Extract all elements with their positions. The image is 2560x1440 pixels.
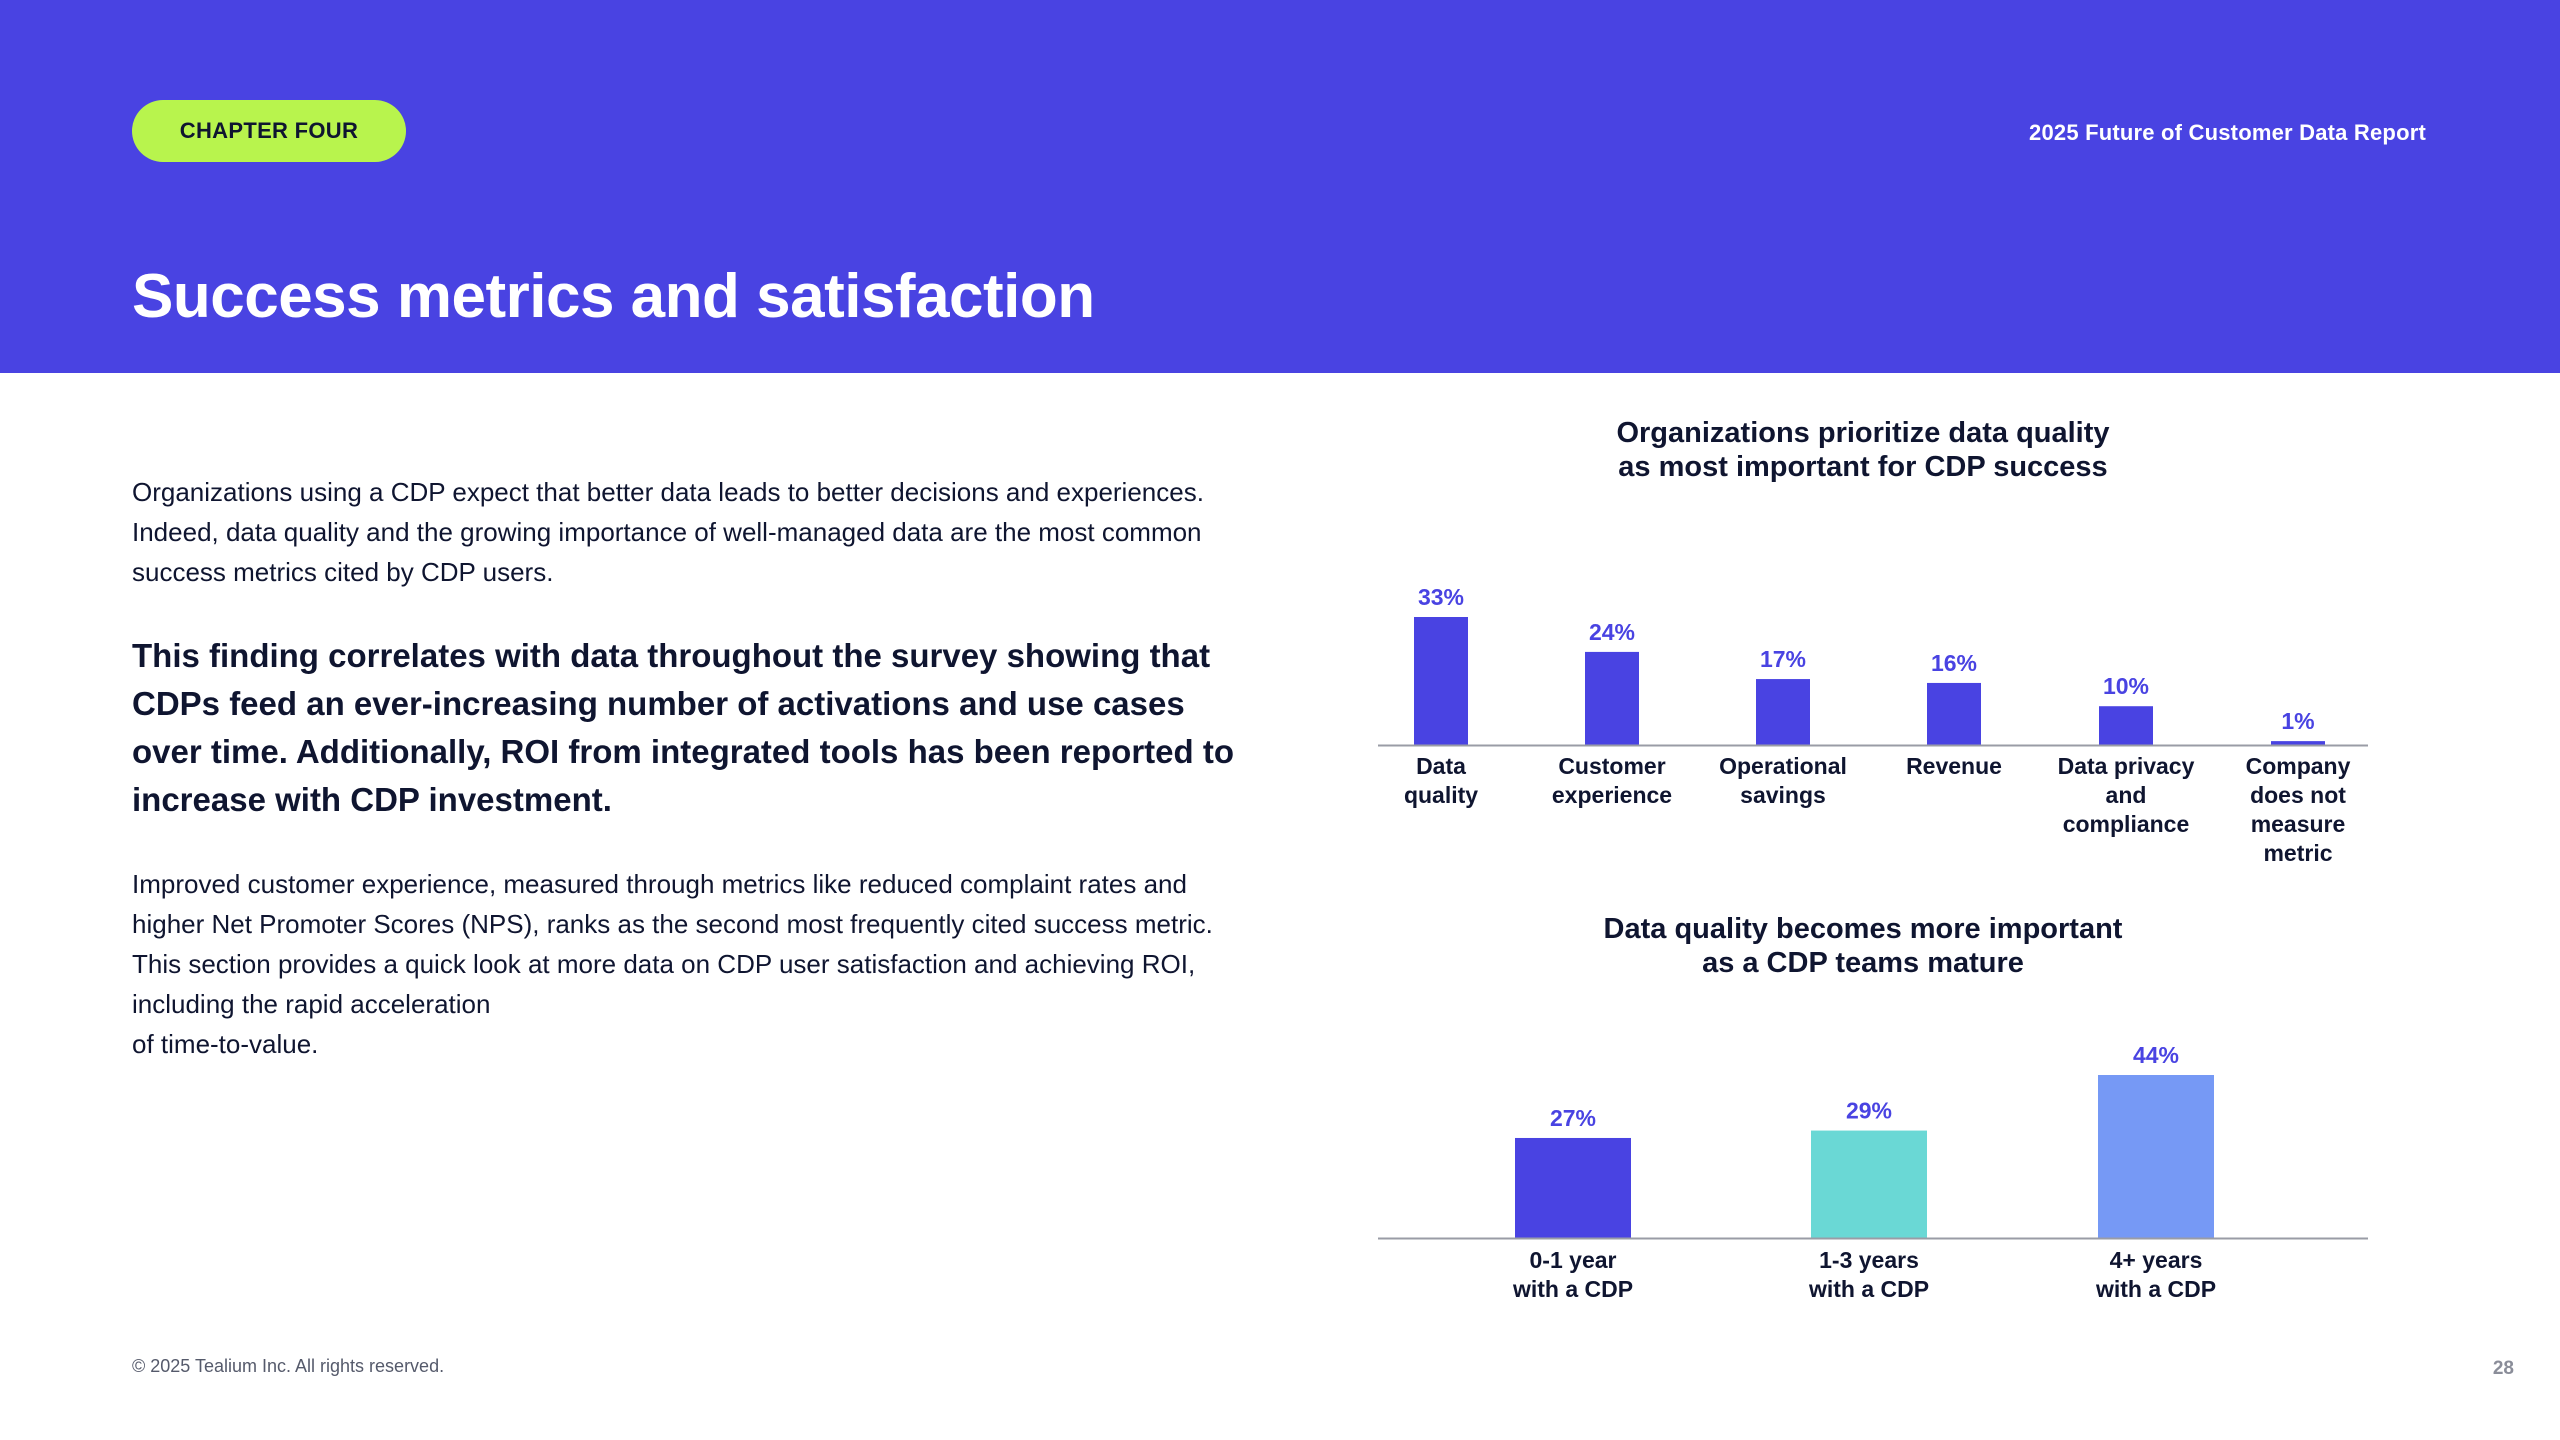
value-label-priorities-5: 1% (2281, 708, 2314, 734)
category-label-priorities-3: Revenue (1906, 753, 2002, 779)
category-label-priorities-5: does not (2250, 782, 2346, 808)
chart-priorities-title: Organizations prioritize data quality as… (1616, 417, 2110, 483)
report-title: 2025 Future of Customer Data Report (2029, 120, 2426, 145)
bar-priorities-0 (1414, 617, 1468, 745)
value-label-priorities-4: 10% (2103, 673, 2149, 699)
category-label-priorities-2: savings (1740, 782, 1826, 808)
category-label-priorities-0: quality (1404, 782, 1478, 808)
body-paragraph: Improved customer experience, measured t… (132, 869, 1213, 1059)
bar-priorities-2 (1756, 679, 1810, 745)
category-label-maturity-2: 4+ years (2110, 1247, 2203, 1273)
category-label-priorities-0: Data (1416, 753, 1466, 779)
value-label-maturity-1: 29% (1846, 1098, 1892, 1124)
category-label-maturity-2: with a CDP (2095, 1276, 2216, 1302)
value-label-maturity-0: 27% (1550, 1105, 1596, 1131)
category-label-priorities-4: compliance (2063, 811, 2190, 837)
category-label-priorities-5: Company (2246, 753, 2351, 779)
category-label-priorities-5: metric (2263, 840, 2332, 866)
category-label-maturity-0: 0-1 year (1530, 1247, 1617, 1273)
category-label-priorities-1: experience (1552, 782, 1672, 808)
value-label-priorities-0: 33% (1418, 584, 1464, 610)
category-label-maturity-0: with a CDP (1512, 1276, 1633, 1302)
page-title: Success metrics and satisfaction (132, 262, 1095, 331)
value-label-priorities-1: 24% (1589, 619, 1635, 645)
highlight-paragraph: This finding correlates with data throug… (132, 637, 1234, 818)
chart-maturity-title: Data quality becomes more important as a… (1603, 913, 2123, 979)
bar-maturity-2 (2098, 1075, 2214, 1238)
value-label-priorities-2: 17% (1760, 646, 1806, 672)
chapter-badge: CHAPTER FOUR (132, 100, 406, 162)
category-label-maturity-1: with a CDP (1808, 1276, 1929, 1302)
category-label-priorities-5: measure (2251, 811, 2346, 837)
category-label-priorities-4: Data privacy (2058, 753, 2195, 779)
header-band (0, 0, 2560, 373)
category-label-priorities-4: and (2106, 782, 2147, 808)
bar-maturity-0 (1515, 1137, 1631, 1238)
value-label-priorities-3: 16% (1931, 650, 1977, 676)
value-label-maturity-2: 44% (2133, 1042, 2179, 1068)
category-label-priorities-1: Customer (1558, 753, 1665, 779)
bar-priorities-4 (2099, 706, 2153, 745)
bar-priorities-3 (1927, 682, 1981, 745)
copyright-notice: © 2025 Tealium Inc. All rights reserved. (132, 1356, 445, 1376)
intro-paragraph: Organizations using a CDP expect that be… (132, 477, 1204, 587)
bar-priorities-5 (2271, 741, 2325, 746)
page-number: 28 (2492, 1358, 2514, 1379)
category-label-maturity-1: 1-3 years (1819, 1247, 1919, 1273)
category-label-priorities-2: Operational (1719, 753, 1847, 779)
bar-priorities-1 (1585, 651, 1639, 745)
bar-maturity-1 (1811, 1130, 1927, 1238)
